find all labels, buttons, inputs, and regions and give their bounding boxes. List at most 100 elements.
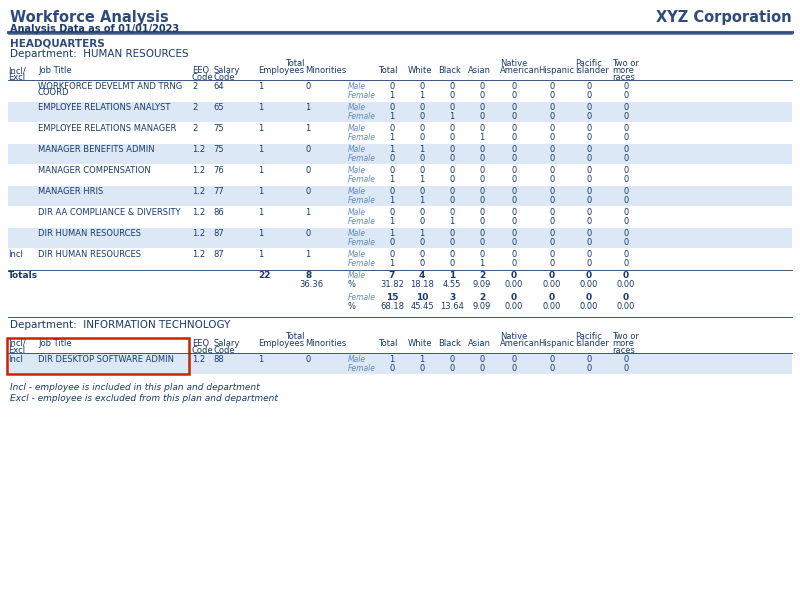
Text: Female: Female	[348, 112, 376, 121]
Text: 1: 1	[390, 355, 394, 364]
Text: 0: 0	[586, 145, 592, 154]
Text: 0.00: 0.00	[505, 280, 523, 289]
Text: 0: 0	[390, 187, 394, 196]
Text: 0: 0	[550, 124, 554, 133]
Text: Asian: Asian	[468, 66, 491, 75]
Text: 0: 0	[511, 364, 517, 373]
Text: 68.18: 68.18	[380, 302, 404, 311]
Text: Male: Male	[348, 82, 366, 91]
Text: Female: Female	[348, 217, 376, 226]
Text: Female: Female	[348, 259, 376, 268]
Text: Female: Female	[348, 175, 376, 184]
Text: 75: 75	[213, 145, 224, 154]
Text: 1.2: 1.2	[192, 229, 205, 238]
Text: 0: 0	[586, 154, 592, 163]
Text: 0: 0	[419, 124, 425, 133]
Text: 0: 0	[511, 175, 517, 184]
Text: EMPLOYEE RELATIONS MANAGER: EMPLOYEE RELATIONS MANAGER	[38, 124, 176, 133]
Text: 1: 1	[258, 250, 263, 259]
Text: 7: 7	[389, 271, 395, 280]
Text: 1: 1	[305, 124, 310, 133]
Text: Incl/: Incl/	[8, 339, 26, 348]
Text: 0: 0	[586, 293, 592, 302]
Text: 0: 0	[586, 250, 592, 259]
Text: Code: Code	[213, 346, 234, 355]
Text: 0: 0	[623, 145, 629, 154]
Text: 0: 0	[623, 217, 629, 226]
Text: 0: 0	[450, 175, 454, 184]
Text: 0: 0	[623, 259, 629, 268]
Text: 0: 0	[479, 355, 485, 364]
Text: Incl: Incl	[8, 250, 23, 259]
Text: 3: 3	[449, 293, 455, 302]
Text: 0: 0	[550, 133, 554, 142]
Text: 0: 0	[511, 187, 517, 196]
Text: 0.00: 0.00	[543, 302, 561, 311]
Text: Male: Male	[348, 145, 366, 154]
Text: 18.18: 18.18	[410, 280, 434, 289]
Text: EEO: EEO	[192, 66, 209, 75]
Text: 2: 2	[479, 293, 485, 302]
Text: 0: 0	[450, 196, 454, 205]
Text: 0: 0	[550, 229, 554, 238]
Text: 45.45: 45.45	[410, 302, 434, 311]
Text: Black: Black	[438, 66, 461, 75]
Text: 64: 64	[213, 82, 224, 91]
Text: 0.00: 0.00	[580, 302, 598, 311]
Text: 1: 1	[390, 145, 394, 154]
Text: 0: 0	[419, 217, 425, 226]
Text: 1: 1	[479, 259, 485, 268]
Text: 0: 0	[550, 238, 554, 247]
Text: Salary: Salary	[213, 339, 239, 348]
Text: Pacific: Pacific	[575, 332, 602, 341]
Text: 0: 0	[586, 112, 592, 121]
Text: 0: 0	[419, 112, 425, 121]
Text: 13.64: 13.64	[440, 302, 464, 311]
Text: 0: 0	[586, 82, 592, 91]
Text: Two or: Two or	[612, 59, 639, 68]
Text: 0: 0	[479, 208, 485, 217]
Text: Two or: Two or	[612, 332, 639, 341]
Text: 0: 0	[479, 250, 485, 259]
Text: 0: 0	[550, 187, 554, 196]
Text: 0: 0	[419, 259, 425, 268]
Text: Incl/: Incl/	[8, 66, 26, 75]
Text: MANAGER COMPENSATION: MANAGER COMPENSATION	[38, 166, 150, 175]
Text: 2: 2	[479, 271, 485, 280]
Text: 0: 0	[623, 82, 629, 91]
Text: 0: 0	[450, 82, 454, 91]
Text: Total: Total	[285, 59, 304, 68]
Text: 0: 0	[623, 196, 629, 205]
Text: Total: Total	[285, 332, 304, 341]
Text: 8: 8	[305, 271, 311, 280]
Text: 1: 1	[305, 103, 310, 112]
Text: 0: 0	[511, 229, 517, 238]
Text: Black: Black	[438, 339, 461, 348]
Text: 0: 0	[586, 208, 592, 217]
Text: 1: 1	[258, 103, 263, 112]
Text: 9.09: 9.09	[473, 302, 491, 311]
Text: 0: 0	[511, 259, 517, 268]
Text: Male: Male	[348, 229, 366, 238]
Text: WORKFORCE DEVELMT AND TRNG: WORKFORCE DEVELMT AND TRNG	[38, 82, 182, 91]
Text: Male: Male	[348, 187, 366, 196]
Text: COORD: COORD	[38, 88, 70, 97]
Text: American: American	[500, 339, 540, 348]
Text: White: White	[408, 339, 433, 348]
Text: 0: 0	[623, 112, 629, 121]
Text: Analysis Data as of 01/01/2023: Analysis Data as of 01/01/2023	[10, 24, 179, 34]
Text: 0: 0	[623, 103, 629, 112]
Text: Totals: Totals	[8, 271, 38, 280]
Text: 1: 1	[258, 187, 263, 196]
Text: 0: 0	[450, 154, 454, 163]
Text: 0: 0	[511, 355, 517, 364]
Text: 0: 0	[479, 154, 485, 163]
Text: Hispanic: Hispanic	[538, 66, 574, 75]
Text: 0: 0	[305, 82, 310, 91]
Text: Pacific: Pacific	[575, 59, 602, 68]
Text: Male: Male	[348, 208, 366, 217]
Text: 1: 1	[390, 259, 394, 268]
Text: 0: 0	[623, 229, 629, 238]
Text: Male: Male	[348, 124, 366, 133]
Text: Male: Male	[348, 355, 366, 364]
